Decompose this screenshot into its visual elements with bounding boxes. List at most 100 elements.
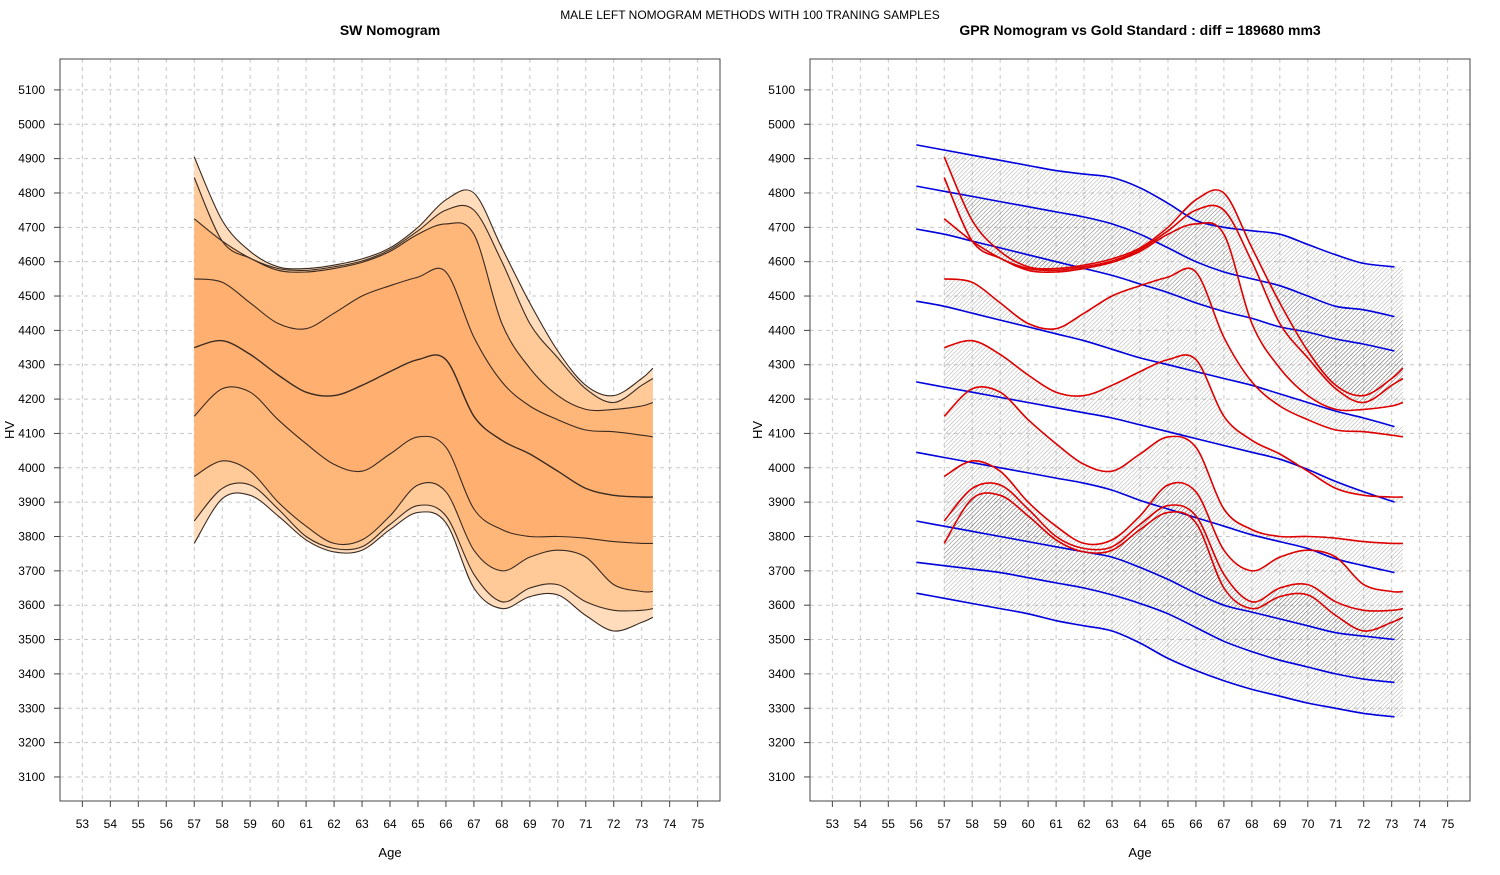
sw-x-tick-label: 72: [607, 817, 621, 831]
sw-centile-line: [194, 267, 653, 438]
gpr-x-tick-label: 64: [1133, 817, 1147, 831]
sw-x-tick-label: 59: [243, 817, 257, 831]
gpr-y-tick-label: 4100: [768, 426, 795, 440]
gpr-centile-line: [916, 228, 1395, 352]
sw-centile-band: [194, 482, 653, 632]
gold-standard-line: [943, 218, 1404, 412]
gold-standard-line: [943, 460, 1403, 593]
sw-centile-band: [194, 386, 653, 592]
sw-y-tick-label: 4600: [18, 255, 45, 269]
sw-y-axis-label: HV: [2, 421, 17, 439]
gpr-difference-band: [944, 492, 1403, 717]
sw-y-tick-label: 3200: [18, 736, 45, 750]
gpr-y-tick-label: 3100: [768, 770, 795, 784]
sw-x-tick-label: 62: [327, 817, 341, 831]
sw-centile-line: [193, 460, 653, 593]
gold-standard-line: [943, 492, 1404, 632]
gpr-x-tick-label: 55: [882, 817, 896, 831]
sw-x-tick-label: 65: [411, 817, 425, 831]
sw-y-tick-label: 5000: [18, 117, 45, 131]
figure-suptitle: MALE LEFT NOMOGRAM METHODS WITH 100 TRAN…: [560, 8, 940, 22]
gold-standard-line: [943, 482, 1404, 612]
sw-x-tick-label: 67: [467, 817, 481, 831]
sw-x-tick-label: 54: [104, 817, 118, 831]
sw-y-tick-label: 4300: [18, 358, 45, 372]
gpr-x-tick-label: 73: [1385, 817, 1399, 831]
gpr-y-tick-label: 4200: [768, 392, 795, 406]
sw-centile-line: [193, 492, 654, 632]
gpr-y-tick-label: 4400: [768, 323, 795, 337]
gpr-y-tick-label: 4700: [768, 220, 795, 234]
gpr-difference-band: [944, 268, 1403, 437]
gpr-y-tick-label: 5000: [768, 117, 795, 131]
sw-y-tick-label: 3300: [18, 701, 45, 715]
sw-centile-line: [193, 156, 654, 397]
sw-y-tick-label: 4700: [18, 220, 45, 234]
gpr-y-tick-label: 3700: [768, 564, 795, 578]
sw-x-ticks: 53 54 55 56 57 58 59 60 61 62 63 64 65 66 67 68 69 70 71 72…: [76, 801, 705, 831]
gpr-x-axis-label: Age: [1128, 845, 1151, 860]
gpr-centile-line: [916, 381, 1395, 503]
gpr-x-tick-label: 56: [910, 817, 924, 831]
sw-x-tick-label: 64: [383, 817, 397, 831]
sw-x-tick-label: 61: [299, 817, 313, 831]
gpr-x-tick-label: 60: [1021, 817, 1035, 831]
gold-standard-line: [943, 385, 1403, 545]
sw-centile-line: [194, 339, 653, 498]
gpr-x-tick-label: 74: [1413, 817, 1427, 831]
gpr-x-tick-label: 57: [938, 817, 952, 831]
gpr-x-tick-label: 70: [1301, 817, 1315, 831]
gpr-x-tick-label: 62: [1077, 817, 1091, 831]
sw-x-tick-label: 73: [635, 817, 649, 831]
gpr-centile-line: [916, 561, 1395, 684]
sw-y-tick-label: 4800: [18, 186, 45, 200]
gpr-centile-line: [916, 144, 1395, 268]
sw-x-tick-label: 70: [551, 817, 565, 831]
gpr-y-tick-label: 3200: [768, 736, 795, 750]
gpr-x-tick-label: 66: [1189, 817, 1203, 831]
sw-centile-line: [193, 482, 654, 612]
gpr-y-tick-label: 4800: [768, 186, 795, 200]
sw-centile-lines: [193, 156, 654, 632]
sw-x-tick-label: 53: [76, 817, 90, 831]
gpr-difference-band: [944, 218, 1403, 411]
gpr-y-tick-label: 4300: [768, 358, 795, 372]
sw-x-tick-label: 55: [132, 817, 146, 831]
sw-x-axis-label: Age: [378, 845, 401, 860]
gpr-x-tick-label: 54: [854, 817, 868, 831]
sw-x-tick-label: 58: [216, 817, 230, 831]
sw-y-tick-label: 4000: [18, 461, 45, 475]
gpr-x-tick-label: 53: [826, 817, 840, 831]
gold-standard-line: [943, 156, 1404, 397]
gpr-y-tick-label: 3400: [768, 667, 795, 681]
gpr-y-ticks: 3100 3200 3300 3400 3500 3600 3700 3800 3900 4000…: [768, 83, 810, 784]
sw-x-tick-label: 71: [579, 817, 593, 831]
sw-y-tick-label: 4400: [18, 323, 45, 337]
gpr-x-tick-label: 75: [1441, 817, 1455, 831]
gpr-y-tick-label: 4900: [768, 152, 795, 166]
gpr-y-tick-label: 4000: [768, 461, 795, 475]
sw-x-tick-label: 69: [523, 817, 537, 831]
gpr-x-tick-label: 69: [1273, 817, 1287, 831]
gpr-x-tick-label: 68: [1245, 817, 1259, 831]
sw-y-tick-label: 4900: [18, 152, 45, 166]
gpr-centile-line: [916, 451, 1395, 574]
sw-y-tick-label: 3900: [18, 495, 45, 509]
sw-centile-band: [194, 177, 653, 411]
gpr-y-tick-label: 3900: [768, 495, 795, 509]
sw-centile-band: [194, 218, 653, 437]
gpr-x-tick-label: 72: [1357, 817, 1371, 831]
sw-centile-band: [194, 268, 653, 498]
gpr-difference-band: [944, 177, 1403, 403]
sw-y-tick-label: 3100: [18, 770, 45, 784]
gpr-centile-line: [916, 520, 1395, 641]
sw-x-tick-label: 75: [691, 817, 705, 831]
sw-y-tick-label: 5100: [18, 83, 45, 97]
gold-standard-line: [944, 267, 1404, 438]
sw-y-ticks: 3100 3200 3300 3400 3500 3600 3700 3800 3900 4000…: [18, 83, 60, 784]
gpr-x-tick-label: 58: [966, 817, 980, 831]
gold-standard-line: [943, 177, 1404, 404]
gpr-y-tick-label: 3600: [768, 598, 795, 612]
gpr-y-axis-label: HV: [750, 421, 765, 439]
sw-centile-band: [194, 340, 653, 544]
